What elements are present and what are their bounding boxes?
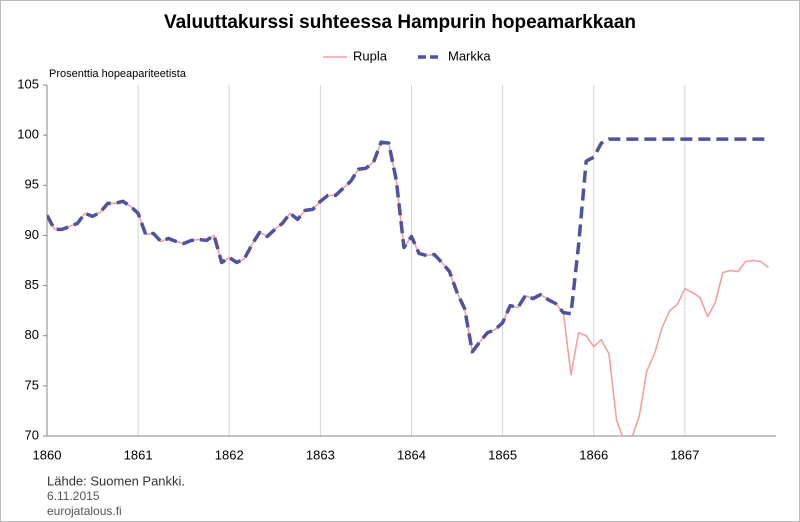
x-tick-label: 1861 [124,447,153,462]
y-tick-label: 80 [25,327,39,342]
y-tick-label: 75 [25,377,39,392]
y-tick-label: 105 [17,76,39,91]
site: eurojatalous.fi [47,504,122,518]
x-tick-label: 1860 [33,447,62,462]
series-line [47,137,769,354]
source: Lähde: Suomen Pankki. [47,473,185,488]
date: 6.11.2015 [47,489,100,503]
x-tick-label: 1864 [397,447,426,462]
x-tick-label: 1866 [579,447,608,462]
y-tick-label: 95 [25,177,39,192]
x-tick-label: 1862 [215,447,244,462]
y-axis-label: Prosenttia hopeapariteetista [49,68,187,80]
x-tick-label: 1867 [670,447,699,462]
legend: Rupla Markka [323,48,491,63]
y-tick-label: 90 [25,227,39,242]
x-tick-label: 1865 [488,447,517,462]
legend-label: Rupla [353,48,388,63]
y-tick-label: 70 [25,427,39,442]
chart-title: Valuuttakurssi suhteessa Hampurin hopeam… [164,12,636,33]
y-tick-label: 100 [17,127,39,142]
y-tick-label: 85 [25,277,39,292]
legend-label: Markka [448,48,491,63]
x-tick-label: 1863 [306,447,335,462]
